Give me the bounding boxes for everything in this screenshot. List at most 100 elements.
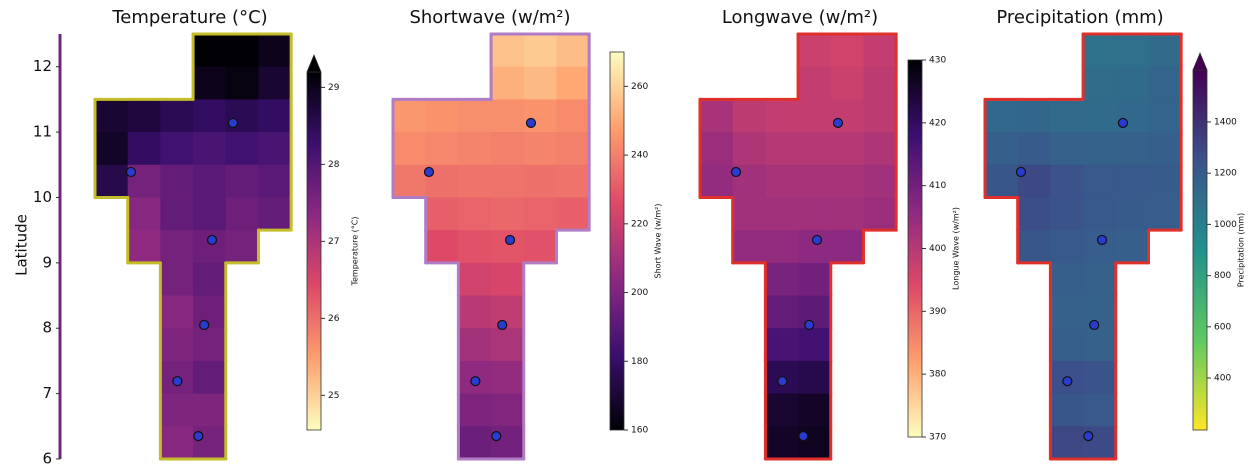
- grid-cell: [160, 295, 194, 329]
- grid-cell: [1083, 164, 1117, 198]
- grid-cell: [1050, 328, 1084, 362]
- colorbar: [609, 51, 625, 431]
- colorbar-tick-label: 800: [1214, 271, 1231, 281]
- station: [125, 166, 137, 178]
- grid-cell: [1017, 197, 1051, 231]
- grid-cell: [798, 132, 832, 166]
- grid-cell: [523, 99, 557, 133]
- colorbar-tick-label: 600: [1214, 322, 1231, 332]
- grid-cell: [830, 230, 864, 264]
- grid-cell: [225, 197, 259, 231]
- panel-title: Precipitation (mm): [996, 7, 1163, 28]
- grid-cell: [1083, 360, 1117, 395]
- grid-cell: [458, 132, 492, 166]
- grid-cell: [523, 197, 557, 231]
- colorbar-tick-label: 410: [929, 181, 946, 191]
- grid-cell: [765, 393, 799, 427]
- station: [491, 431, 502, 442]
- grid-cell: [798, 393, 832, 427]
- grid-cell: [491, 164, 525, 198]
- grid-cell: [1148, 66, 1182, 100]
- panel-title: Shortwave (w/m²): [409, 7, 570, 28]
- station: [730, 166, 742, 178]
- grid-cell: [1148, 132, 1182, 166]
- grid-cell: [765, 99, 799, 133]
- grid-cell: [1115, 34, 1149, 68]
- grid-cell: [160, 164, 194, 198]
- grid-cell: [160, 393, 194, 427]
- grid-cell: [1050, 132, 1084, 166]
- station: [193, 431, 204, 442]
- grid-cell: [491, 295, 525, 329]
- colorbar: [306, 71, 322, 431]
- y-tick-label: 10: [33, 188, 52, 206]
- grid-cell: [1050, 164, 1084, 198]
- station: [199, 319, 210, 331]
- grid-cell: [1083, 34, 1117, 68]
- grid-cell: [193, 393, 227, 427]
- grid-cell: [1083, 393, 1117, 427]
- grid-cell: [523, 34, 557, 68]
- colorbar: [907, 59, 923, 438]
- panel-title: Longwave (w/m²): [722, 7, 878, 28]
- colorbar-tick-label: 29: [328, 83, 340, 93]
- grid-cell: [95, 132, 129, 166]
- grid-cell: [1148, 164, 1182, 198]
- grid-cell: [225, 99, 259, 133]
- colorbar-tick-label: 1000: [1214, 220, 1237, 230]
- grid-cell: [193, 230, 227, 264]
- grid-cell: [160, 328, 194, 362]
- grid-cell: [765, 164, 799, 198]
- grid-cell: [491, 230, 525, 264]
- grid-cell: [491, 328, 525, 362]
- grid-cell: [193, 132, 227, 166]
- grid-cell: [1050, 197, 1084, 231]
- grid-cell: [425, 132, 459, 166]
- grid-cell: [193, 197, 227, 231]
- grid-cell: [863, 66, 897, 100]
- grid-cell: [523, 132, 557, 166]
- grid-cell: [556, 99, 590, 133]
- grid-cell: [1083, 66, 1117, 100]
- grid-cell: [985, 132, 1019, 166]
- grid-cell: [160, 262, 194, 297]
- station: [504, 234, 516, 246]
- colorbar-tick-label: 26: [328, 314, 340, 324]
- grid-cell: [193, 164, 227, 198]
- grid-cell: [425, 230, 459, 264]
- station: [227, 117, 239, 129]
- grid-cell: [225, 230, 259, 264]
- station: [811, 234, 823, 246]
- grid-cell: [1017, 230, 1051, 264]
- grid-cell: [458, 164, 492, 198]
- station: [206, 234, 218, 246]
- grid-cell: [523, 164, 557, 198]
- colorbar: [1192, 69, 1208, 431]
- y-tick-label: 7: [42, 384, 52, 402]
- grid-cell: [1050, 262, 1084, 297]
- grid-cell: [732, 197, 766, 231]
- station: [1096, 234, 1108, 246]
- grid-cell: [765, 197, 799, 231]
- y-tick-label: 12: [33, 57, 52, 75]
- grid-cell: [95, 164, 129, 198]
- station: [804, 319, 815, 331]
- grid-cell: [393, 164, 427, 198]
- grid-cell: [556, 164, 590, 198]
- grid-cell: [863, 197, 897, 231]
- station: [423, 166, 435, 178]
- grid-cell: [193, 262, 227, 297]
- station: [1062, 376, 1073, 387]
- grid-cell: [985, 164, 1019, 198]
- colorbar-tick-label: 400: [929, 244, 946, 254]
- colorbar-tick-label: 370: [929, 433, 946, 443]
- grid-cell: [798, 295, 832, 329]
- grid-cell: [863, 34, 897, 68]
- colorbar-extend: [306, 53, 322, 73]
- colorbar-tick-label: 1400: [1214, 117, 1237, 127]
- grid-cell: [258, 99, 292, 133]
- grid-cell: [1050, 426, 1084, 460]
- y-tick-label: 9: [42, 253, 52, 271]
